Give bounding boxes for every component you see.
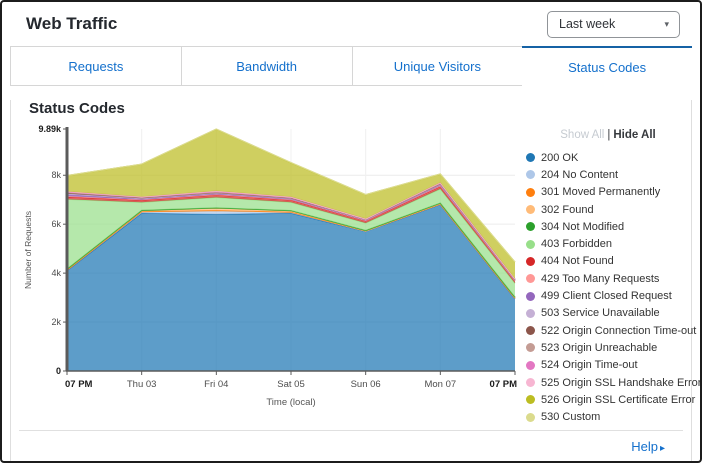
legend-header: Show All | Hide All (526, 129, 690, 141)
legend-dot (526, 326, 535, 336)
legend-label: 499 Client Closed Request (541, 290, 672, 303)
y-tick-label: 0 (56, 366, 61, 376)
area-403 (67, 188, 515, 298)
chart-row: 0 2k 4k 6k 8k 9.89k 07 PM Thu 03 Fri 04 Sat 05 Sun… (11, 119, 700, 426)
x-tick-label: Sun 06 (351, 379, 381, 390)
legend-item-503[interactable]: 503 Service Unavailable (526, 305, 690, 322)
legend-label: 404 Not Found (541, 255, 614, 268)
legend-label: 403 Forbidden (541, 238, 612, 251)
legend-item-429[interactable]: 429 Too Many Requests (526, 270, 690, 287)
legend-separator: | (607, 129, 611, 141)
x-axis-title: Time (local) (266, 397, 315, 408)
legend-dot (526, 412, 535, 422)
y-tick-label: 9.89k (38, 124, 62, 134)
page-title: Web Traffic (26, 14, 118, 33)
legend-dot (526, 378, 535, 387)
legend-dot (526, 153, 535, 163)
legend-item-302[interactable]: 302 Found (526, 201, 690, 218)
legend-label: 429 Too Many Requests (541, 272, 660, 285)
y-tick-label: 6k (51, 219, 61, 229)
legend-label: 526 Origin SSL Certificate Error (541, 393, 696, 406)
time-range-value: Last week (559, 17, 616, 31)
legend-dot (526, 205, 535, 215)
help-link[interactable]: Help ▸ (631, 439, 665, 454)
tab-unique-visitors[interactable]: Unique Visitors (351, 46, 524, 86)
legend-dot (526, 274, 535, 284)
help-label: Help (631, 438, 658, 454)
chart-area: 0 2k 4k 6k 8k 9.89k 07 PM Thu 03 Fri 04 Sat 05 Sun… (19, 119, 524, 426)
legend-item-526[interactable]: 526 Origin SSL Certificate Error (526, 391, 695, 408)
legend-label: 523 Origin Unreachable (541, 341, 658, 354)
legend-label: 302 Found (541, 203, 594, 216)
tab-requests[interactable]: Requests (10, 46, 182, 86)
legend-item-524[interactable]: 524 Origin Time-out (526, 357, 690, 374)
area-526 (67, 129, 515, 279)
legend-item-204[interactable]: 204 No Content (526, 166, 690, 183)
legend-label: 304 Not Modified (541, 220, 625, 233)
chart-title: Status Codes (29, 100, 125, 117)
y-tick-label: 2k (51, 317, 61, 327)
tab-bandwidth[interactable]: Bandwidth (180, 46, 353, 86)
legend-dot (526, 395, 535, 405)
x-tick-label: Fri 04 (204, 379, 228, 390)
legend-label: 200 OK (541, 151, 579, 164)
hide-all-link[interactable]: Hide All (613, 129, 656, 141)
legend-item-530[interactable]: 530 Custom (526, 408, 690, 425)
metric-tabbar: Requests Bandwidth Unique Visitors Statu… (10, 46, 692, 86)
legend-dot (526, 239, 535, 249)
legend-item-499[interactable]: 499 Client Closed Request (526, 287, 690, 304)
legend-label: 522 Origin Connection Time-out (541, 324, 697, 337)
legend-label: 503 Service Unavailable (541, 307, 660, 320)
chart-legend: Show All | Hide All 200 OK 204 No Content 30… (524, 119, 700, 426)
legend-dot (526, 343, 535, 353)
x-tick-label: 07 PM (65, 379, 93, 390)
panel-header: Web Traffic Last week ▾ (2, 2, 700, 46)
caret-right-icon: ▸ (659, 442, 665, 454)
legend-dot (526, 291, 535, 301)
legend-dot (526, 360, 535, 370)
legend-item-522[interactable]: 522 Origin Connection Time-out (526, 322, 696, 339)
edge-530 (66, 128, 516, 263)
legend-label: 530 Custom (541, 411, 601, 424)
legend-list: 200 OK 204 No Content 301 Moved Permanentl… (526, 149, 700, 426)
show-all-link[interactable]: Show All (560, 129, 605, 141)
y-tick-label: 4k (51, 268, 61, 278)
tab-status-codes[interactable]: Status Codes (522, 46, 692, 86)
legend-label: 525 Origin SSL Handshake Error (541, 376, 702, 389)
legend-item-523[interactable]: 523 Origin Unreachable (526, 339, 690, 356)
x-tick-label: 07 PM (490, 379, 518, 390)
status-codes-card: Status Codes 0 2k 4k 6k 8k 9.89k 07 PM Thu 03 Fr… (10, 100, 700, 461)
x-tick-label: Mon 07 (424, 379, 456, 390)
legend-item-404[interactable]: 404 Not Found (526, 253, 690, 270)
chevron-down-icon: ▾ (664, 18, 669, 29)
x-tick-label: Sat 05 (277, 379, 304, 390)
x-tick-label: Thu 03 (127, 379, 157, 390)
legend-dot (526, 308, 535, 318)
legend-item-525[interactable]: 525 Origin SSL Handshake Error (526, 374, 700, 391)
legend-dot (526, 170, 535, 180)
legend-dot (526, 256, 535, 266)
legend-label: 301 Moved Permanently (541, 186, 661, 199)
card-footer: Help ▸ (19, 429, 683, 461)
legend-label: 524 Origin Time-out (541, 359, 638, 372)
legend-item-304[interactable]: 304 Not Modified (526, 218, 690, 235)
y-axis-title: Number of Requests (23, 211, 33, 289)
legend-dot (526, 222, 535, 232)
legend-label: 204 No Content (541, 168, 619, 181)
status-codes-stacked-area-chart[interactable]: 0 2k 4k 6k 8k 9.89k 07 PM Thu 03 Fri 04 Sat 05 Sun… (19, 119, 524, 415)
legend-item-200[interactable]: 200 OK (526, 149, 690, 166)
legend-item-403[interactable]: 403 Forbidden (526, 235, 690, 252)
area-200 (67, 204, 515, 371)
legend-item-301[interactable]: 301 Moved Permanently (526, 184, 690, 201)
time-range-dropdown[interactable]: Last week ▾ (547, 10, 680, 38)
y-tick-label: 8k (51, 170, 61, 180)
legend-dot (526, 187, 535, 197)
